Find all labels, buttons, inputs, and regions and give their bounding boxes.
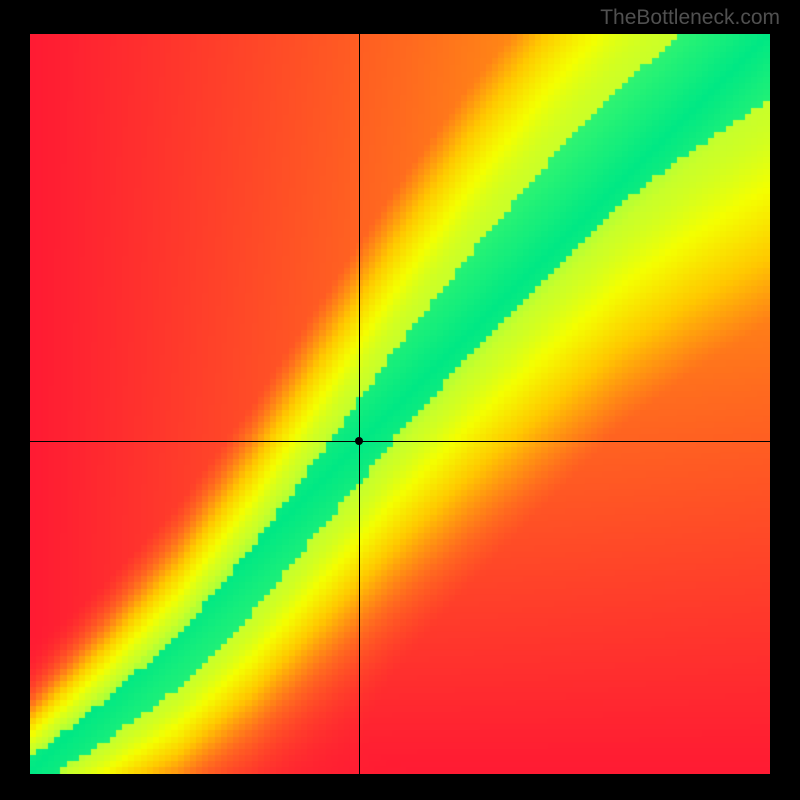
plot-area: [30, 34, 770, 774]
chart-container: TheBottleneck.com: [0, 0, 800, 800]
crosshair-vertical: [359, 34, 360, 774]
marker-dot: [355, 437, 363, 445]
crosshair-horizontal: [30, 441, 770, 442]
heatmap-canvas: [30, 34, 770, 774]
watermark-text: TheBottleneck.com: [600, 6, 780, 30]
